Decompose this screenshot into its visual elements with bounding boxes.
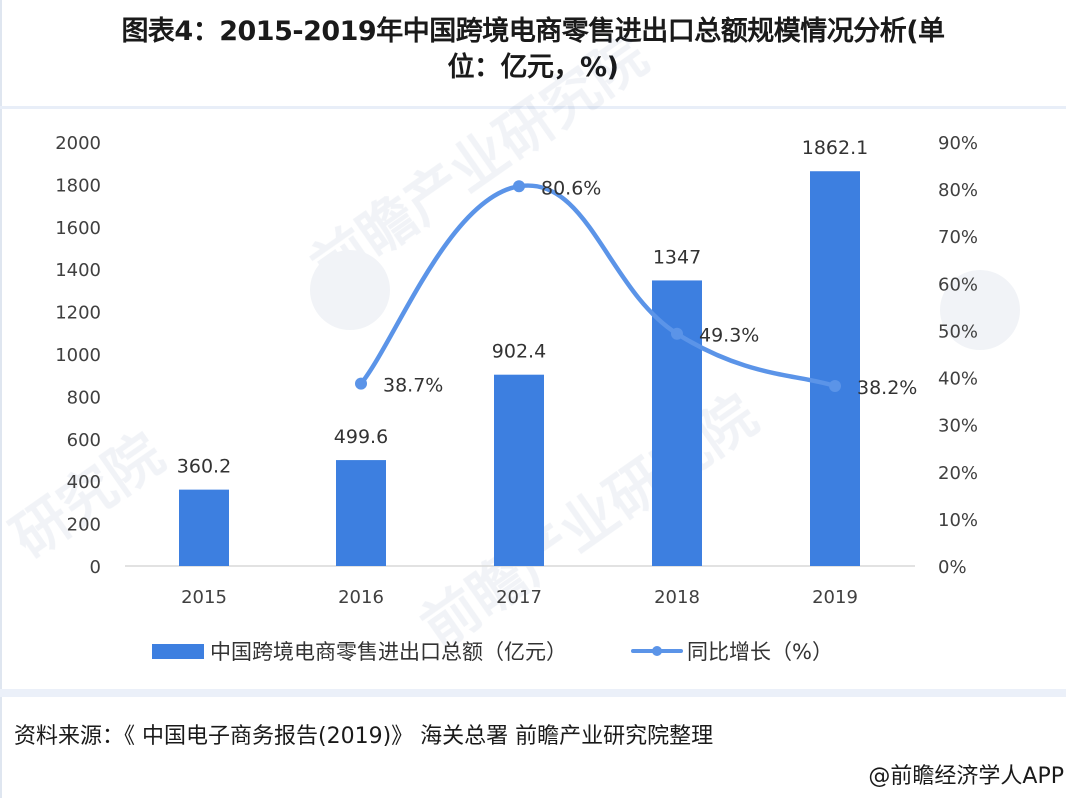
- growth-point: [513, 180, 525, 193]
- right-axis: 0% 10% 20% 30% 40% 50% 60% 70% 80% 90%: [938, 133, 978, 578]
- x-tick-label: 2018: [654, 587, 700, 608]
- bar-value-label: 360.2: [177, 456, 231, 478]
- growth-point: [355, 377, 367, 390]
- credit-note: @前瞻经济学人APP: [868, 764, 1064, 789]
- right-tick-label: 0%: [938, 557, 967, 578]
- growth-line: [358, 183, 838, 389]
- left-tick-label: 1200: [55, 303, 101, 324]
- growth-value-label: 80.6%: [541, 177, 601, 199]
- x-tick-label: 2015: [181, 587, 227, 608]
- bar: [494, 374, 544, 566]
- right-tick-label: 90%: [938, 133, 978, 154]
- chart-title-line2: 位：亿元，%): [447, 52, 619, 83]
- bar: [810, 171, 860, 566]
- right-tick-label: 80%: [938, 180, 978, 201]
- legend: 中国跨境电商零售进出口总额（亿元） 同比增长（%）: [152, 636, 833, 666]
- x-tick-label: 2017: [496, 587, 542, 608]
- combo-chart: 前瞻产业研究院 研究院 前瞻产业研究院 02004006008001000120…: [1, 23, 1020, 661]
- x-axis-labels: 2015 2016 2017 2018 2019: [181, 587, 858, 608]
- growth-points: [355, 180, 841, 393]
- source-note: 资料来源：《 中国电子商务报告(2019)》 海关总署 前瞻产业研究院整理: [14, 724, 714, 749]
- legend-line-label: 同比增长（%）: [687, 640, 833, 664]
- left-axis: 0 200 400 600 800 1000 1200 1400 1600 1800 2000: [55, 133, 101, 578]
- left-tick-label: 400: [67, 472, 101, 493]
- left-tick-label: 200: [67, 515, 101, 536]
- bottom-divider: [0, 689, 1066, 697]
- legend-bar-label: 中国跨境电商零售进出口总额（亿元）: [210, 640, 567, 664]
- left-tick-label: 1800: [55, 175, 101, 196]
- left-tick-label: 600: [67, 430, 101, 451]
- left-tick-label: 2000: [55, 133, 101, 154]
- growth-point: [829, 380, 841, 393]
- right-tick-label: 50%: [938, 321, 978, 342]
- right-tick-label: 30%: [938, 416, 978, 437]
- x-tick-label: 2016: [338, 587, 384, 608]
- bar-value-label: 1862.1: [802, 137, 868, 159]
- bar-value-label: 1347: [653, 246, 701, 268]
- svg-text:前瞻产业研究院: 前瞻产业研究院: [411, 383, 769, 661]
- right-tick-label: 70%: [938, 227, 978, 248]
- bar: [179, 489, 229, 566]
- right-tick-label: 20%: [938, 463, 978, 484]
- left-tick-label: 1600: [55, 218, 101, 239]
- left-tick-label: 0: [90, 557, 101, 578]
- right-tick-label: 60%: [938, 274, 978, 295]
- bar: [336, 460, 386, 566]
- legend-bar-swatch: [152, 643, 204, 659]
- legend-line-swatch: [631, 636, 683, 666]
- growth-value-label: 49.3%: [699, 325, 759, 347]
- right-tick-label: 40%: [938, 369, 978, 390]
- line-data-labels: 38.7% 80.6% 49.3% 38.2%: [383, 177, 917, 399]
- bar-value-label: 499.6: [334, 426, 388, 448]
- bar-value-label: 902.4: [492, 341, 546, 363]
- x-tick-label: 2019: [812, 587, 858, 608]
- left-tick-label: 800: [67, 387, 101, 408]
- bar-data-labels: 360.2 499.6 902.4 1347 1862.1: [177, 137, 868, 477]
- left-tick-label: 1400: [55, 260, 101, 281]
- frame-border: [0, 0, 2, 798]
- right-tick-label: 10%: [938, 510, 978, 531]
- top-divider: [0, 106, 1066, 109]
- growth-value-label: 38.2%: [857, 377, 917, 399]
- chart-title-line1: 图表4：2015-2019年中国跨境电商零售进出口总额规模情况分析(单: [121, 16, 945, 47]
- growth-value-label: 38.7%: [383, 375, 443, 397]
- bar-series: [179, 171, 860, 566]
- growth-point: [671, 327, 683, 340]
- left-tick-label: 1000: [55, 345, 101, 366]
- chart-title: 图表4：2015-2019年中国跨境电商零售进出口总额规模情况分析(单 位：亿元…: [0, 14, 1066, 86]
